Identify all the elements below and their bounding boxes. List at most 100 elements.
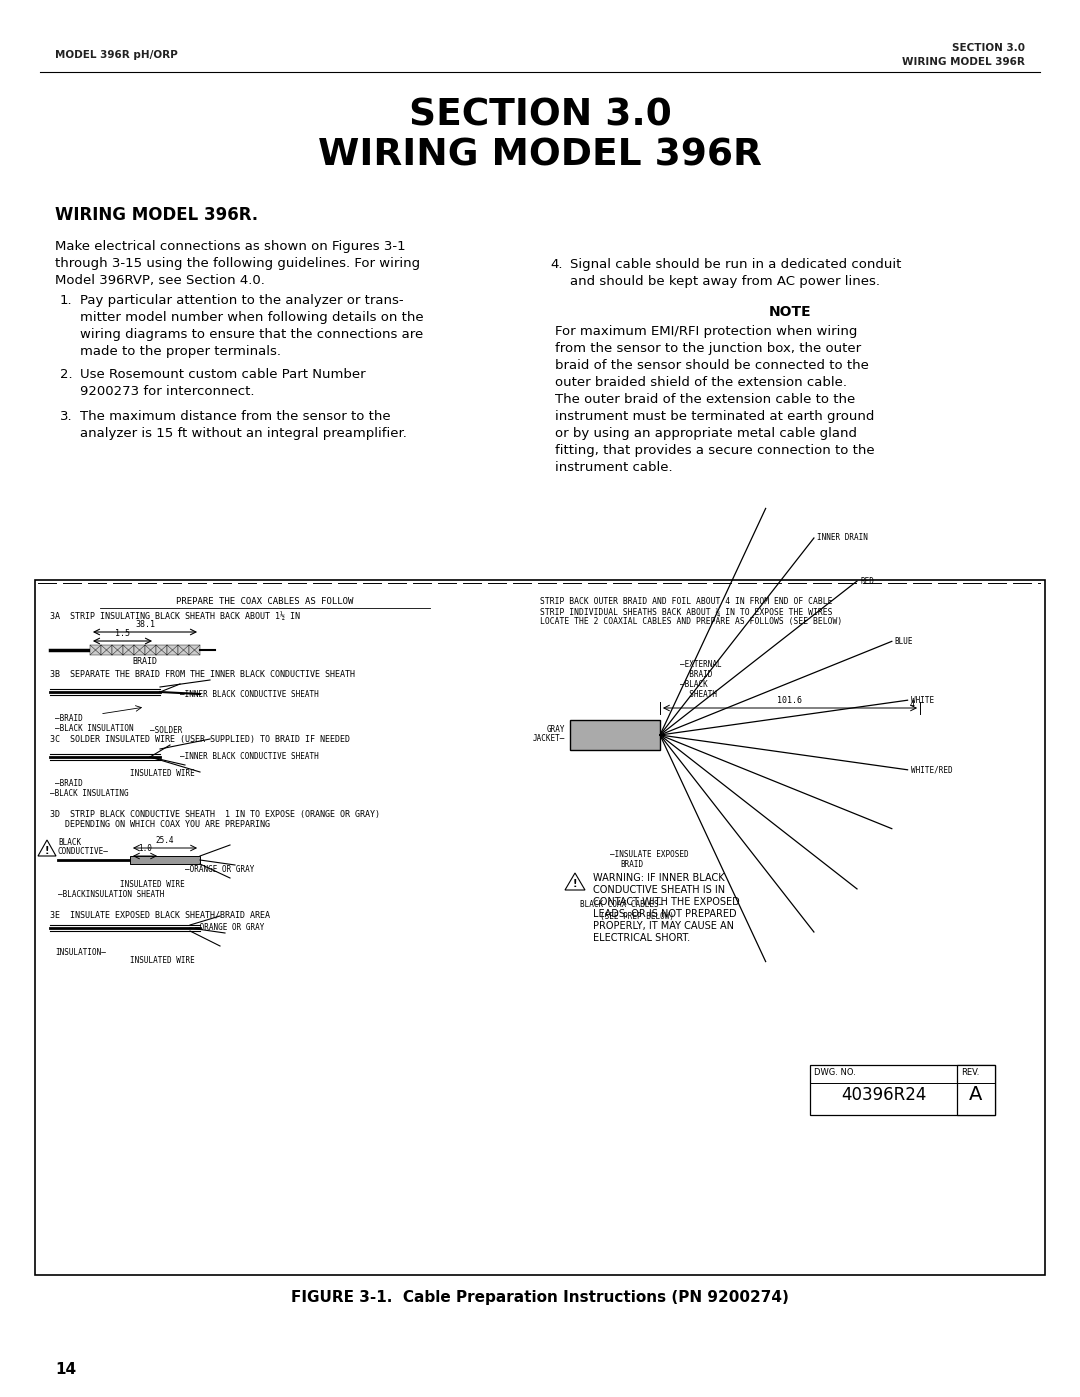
Text: SECTION 3.0: SECTION 3.0: [951, 43, 1025, 53]
Text: FIGURE 3-1.  Cable Preparation Instructions (PN 9200274): FIGURE 3-1. Cable Preparation Instructio…: [292, 1289, 788, 1305]
Text: WHITE: WHITE: [910, 696, 934, 704]
Text: NOTE: NOTE: [769, 305, 811, 319]
Bar: [35, 580, 1045, 1275]
Text: GRAY: GRAY: [546, 725, 565, 733]
Text: BRAID: BRAID: [133, 657, 158, 666]
Text: DWG. NO.: DWG. NO.: [814, 1067, 855, 1077]
Text: —BLACK INSULATION: —BLACK INSULATION: [55, 724, 134, 733]
Text: 4.: 4.: [550, 258, 563, 271]
Bar: [90, 645, 102, 655]
Text: Pay particular attention to the analyzer or trans-: Pay particular attention to the analyzer…: [80, 293, 404, 307]
Text: SHEATH: SHEATH: [680, 690, 717, 698]
Bar: [189, 645, 200, 655]
Text: —BLACK INSULATING: —BLACK INSULATING: [50, 789, 129, 798]
Text: wiring diagrams to ensure that the connections are: wiring diagrams to ensure that the conne…: [80, 328, 423, 341]
Text: SECTION 3.0: SECTION 3.0: [408, 96, 672, 133]
Bar: [810, 1065, 995, 1115]
Text: 9200273 for interconnect.: 9200273 for interconnect.: [80, 386, 255, 398]
Bar: [178, 645, 189, 655]
Text: INSULATION—: INSULATION—: [55, 949, 106, 957]
Text: from the sensor to the junction box, the outer: from the sensor to the junction box, the…: [555, 342, 861, 355]
Polygon shape: [565, 873, 585, 890]
Text: —INSULATE EXPOSED: —INSULATE EXPOSED: [610, 849, 689, 859]
Text: 2.: 2.: [60, 367, 72, 381]
Text: —ORANGE OR GRAY: —ORANGE OR GRAY: [185, 865, 255, 875]
Bar: [957, 1065, 995, 1115]
Text: —ORANGE OR GRAY: —ORANGE OR GRAY: [195, 923, 265, 932]
Bar: [156, 645, 167, 655]
Text: BRAID: BRAID: [680, 671, 713, 679]
Text: WARNING: IF INNER BLACK: WARNING: IF INNER BLACK: [593, 873, 725, 883]
Text: WHITE/RED: WHITE/RED: [910, 766, 953, 774]
Text: —INNER BLACK CONDUCTIVE SHEATH: —INNER BLACK CONDUCTIVE SHEATH: [180, 752, 319, 761]
Text: 3.: 3.: [60, 409, 72, 423]
Text: INNER DRAIN: INNER DRAIN: [816, 534, 868, 542]
Text: analyzer is 15 ft without an integral preamplifier.: analyzer is 15 ft without an integral pr…: [80, 427, 407, 440]
Text: WIRING MODEL 396R: WIRING MODEL 396R: [319, 137, 761, 173]
Text: 3B  SEPARATE THE BRAID FROM THE INNER BLACK CONDUCTIVE SHEATH: 3B SEPARATE THE BRAID FROM THE INNER BLA…: [50, 671, 355, 679]
Bar: [145, 645, 156, 655]
Bar: [123, 645, 134, 655]
Text: —BRAID: —BRAID: [55, 714, 83, 724]
Text: For maximum EMI/RFI protection when wiring: For maximum EMI/RFI protection when wiri…: [555, 326, 858, 338]
Text: Use Rosemount custom cable Part Number: Use Rosemount custom cable Part Number: [80, 367, 366, 381]
Bar: [134, 645, 145, 655]
Text: CONDUCTIVE—: CONDUCTIVE—: [58, 847, 109, 856]
Text: LEADS, OR IS NOT PREPARED: LEADS, OR IS NOT PREPARED: [593, 909, 737, 919]
Text: instrument cable.: instrument cable.: [555, 461, 673, 474]
Text: JACKET—: JACKET—: [532, 733, 565, 743]
Text: instrument must be terminated at earth ground: instrument must be terminated at earth g…: [555, 409, 875, 423]
Polygon shape: [38, 840, 56, 856]
Text: through 3-15 using the following guidelines. For wiring: through 3-15 using the following guideli…: [55, 257, 420, 270]
Text: Model 396RVP, see Section 4.0.: Model 396RVP, see Section 4.0.: [55, 274, 265, 286]
Text: —EXTERNAL: —EXTERNAL: [680, 659, 721, 669]
Text: 4: 4: [910, 700, 915, 710]
Text: Make electrical connections as shown on Figures 3-1: Make electrical connections as shown on …: [55, 240, 406, 253]
Bar: [570, 719, 660, 750]
Bar: [112, 645, 123, 655]
Text: DEPENDING ON WHICH COAX YOU ARE PREPARING: DEPENDING ON WHICH COAX YOU ARE PREPARIN…: [65, 820, 270, 828]
Text: CONDUCTIVE SHEATH IS IN: CONDUCTIVE SHEATH IS IN: [593, 886, 725, 895]
Text: 14: 14: [55, 1362, 76, 1377]
Text: 1.5: 1.5: [114, 629, 130, 638]
Text: and should be kept away from AC power lines.: and should be kept away from AC power li…: [570, 275, 880, 288]
Text: 3A  STRIP INSULATING BLACK SHEATH BACK ABOUT 1½ IN: 3A STRIP INSULATING BLACK SHEATH BACK AB…: [50, 612, 300, 622]
Text: INSULATED WIRE: INSULATED WIRE: [130, 768, 194, 778]
Bar: [102, 645, 112, 655]
Text: PROPERLY, IT MAY CAUSE AN: PROPERLY, IT MAY CAUSE AN: [593, 921, 734, 930]
Text: RED: RED: [860, 577, 874, 585]
Text: STRIP BACK OUTER BRAID AND FOIL ABOUT 4 IN FROM END OF CABLE: STRIP BACK OUTER BRAID AND FOIL ABOUT 4 …: [540, 597, 833, 606]
Text: 3D  STRIP BLACK CONDUCTIVE SHEATH  1 IN TO EXPOSE (ORANGE OR GRAY): 3D STRIP BLACK CONDUCTIVE SHEATH 1 IN TO…: [50, 810, 380, 819]
Text: (SEE PREP BELOW): (SEE PREP BELOW): [600, 912, 674, 921]
Bar: [130, 856, 200, 863]
Text: outer braided shield of the extension cable.: outer braided shield of the extension ca…: [555, 376, 847, 388]
Text: 1.: 1.: [60, 293, 72, 307]
Text: STRIP INDIVIDUAL SHEATHS BACK ABOUT ¼ IN TO EXPOSE THE WIRES: STRIP INDIVIDUAL SHEATHS BACK ABOUT ¼ IN…: [540, 608, 833, 616]
Text: Signal cable should be run in a dedicated conduit: Signal cable should be run in a dedicate…: [570, 258, 902, 271]
Text: 38.1: 38.1: [135, 620, 156, 629]
Text: A: A: [970, 1085, 983, 1105]
Text: fitting, that provides a secure connection to the: fitting, that provides a secure connecti…: [555, 444, 875, 457]
Text: braid of the sensor should be connected to the: braid of the sensor should be connected …: [555, 359, 869, 372]
Text: 25.4: 25.4: [156, 835, 174, 845]
Text: BRAID: BRAID: [620, 861, 643, 869]
Text: 3E  INSULATE EXPOSED BLACK SHEATH/BRAID AREA: 3E INSULATE EXPOSED BLACK SHEATH/BRAID A…: [50, 909, 270, 919]
Text: —BLACK: —BLACK: [680, 680, 707, 689]
Text: The maximum distance from the sensor to the: The maximum distance from the sensor to …: [80, 409, 391, 423]
Text: made to the proper terminals.: made to the proper terminals.: [80, 345, 281, 358]
Text: MODEL 396R pH/ORP: MODEL 396R pH/ORP: [55, 50, 178, 60]
Text: —INNER BLACK CONDUCTIVE SHEATH: —INNER BLACK CONDUCTIVE SHEATH: [180, 690, 319, 698]
Text: —SOLDER: —SOLDER: [150, 726, 183, 735]
Text: 1.0: 1.0: [138, 844, 152, 854]
Text: !: !: [572, 879, 577, 888]
Text: REV.: REV.: [961, 1067, 980, 1077]
Text: —BLACKINSULATION SHEATH: —BLACKINSULATION SHEATH: [58, 890, 164, 900]
Text: The outer braid of the extension cable to the: The outer braid of the extension cable t…: [555, 393, 855, 407]
Text: LOCATE THE 2 COAXIAL CABLES AND PREPARE AS FOLLOWS (SEE BELOW): LOCATE THE 2 COAXIAL CABLES AND PREPARE …: [540, 617, 842, 626]
Text: WIRING MODEL 396R.: WIRING MODEL 396R.: [55, 205, 258, 224]
Text: WIRING MODEL 396R: WIRING MODEL 396R: [902, 57, 1025, 67]
Text: mitter model number when following details on the: mitter model number when following detai…: [80, 312, 423, 324]
Text: or by using an appropriate metal cable gland: or by using an appropriate metal cable g…: [555, 427, 858, 440]
Text: INSULATED WIRE: INSULATED WIRE: [130, 956, 194, 965]
Text: 40396R24: 40396R24: [841, 1085, 927, 1104]
